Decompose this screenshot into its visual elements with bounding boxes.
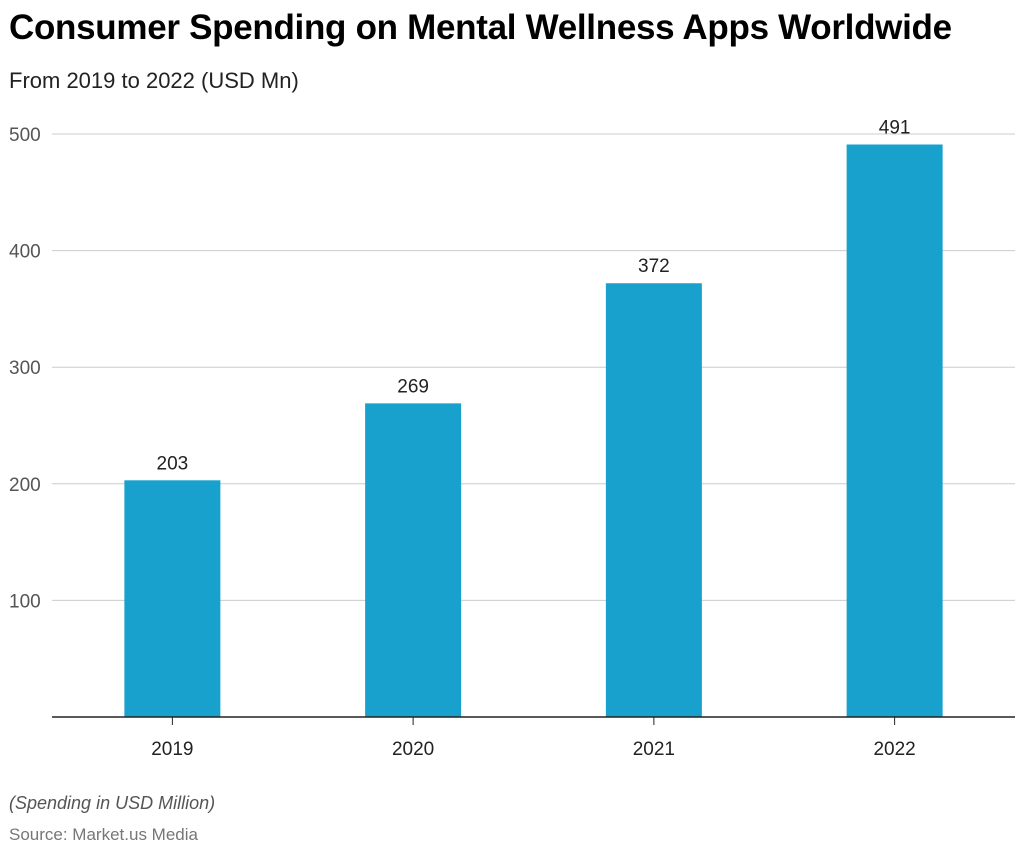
y-tick-label: 500 [9,125,41,146]
chart-title: Consumer Spending on Mental Wellness App… [9,8,952,47]
y-tick-label: 200 [9,475,41,496]
bar [605,283,702,717]
x-tick-label: 2021 [633,739,675,760]
chart-subtitle: From 2019 to 2022 (USD Mn) [9,68,299,93]
x-tick-label: 2022 [873,739,915,760]
bar [846,144,943,717]
y-tick-label: 100 [9,591,41,612]
x-tick-label: 2019 [151,739,193,760]
bar [365,403,462,717]
chart-note: (Spending in USD Million) [9,793,216,813]
chart-source: Source: Market.us Media [9,825,198,844]
data-label: 491 [879,117,911,138]
bar [124,480,221,717]
data-label: 203 [157,453,189,474]
y-tick-label: 400 [9,242,41,263]
data-label: 269 [397,376,429,397]
data-label: 372 [638,256,670,277]
x-tick-label: 2020 [392,739,434,760]
y-tick-label: 300 [9,358,41,379]
